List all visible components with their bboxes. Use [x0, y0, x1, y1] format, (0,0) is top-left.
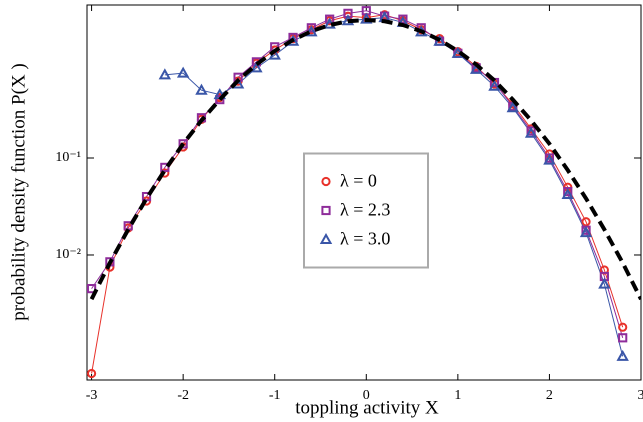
legend-label: λ = 2.3 [340, 200, 390, 220]
x-tick-label: 1 [454, 388, 461, 403]
point [579, 226, 593, 238]
y-axis-label: probability density function P(X ) [8, 63, 29, 321]
point [250, 61, 263, 73]
point [195, 83, 208, 95]
x-tick-label: 3 [638, 388, 643, 403]
point [319, 232, 333, 244]
point [141, 191, 152, 202]
x-tick-label: 0 [363, 388, 370, 403]
x-tick-label: 2 [546, 388, 553, 403]
point [160, 162, 170, 172]
point [543, 153, 556, 165]
point [305, 25, 318, 37]
point [215, 95, 225, 105]
point [598, 277, 611, 289]
legend-box [303, 152, 429, 269]
point [398, 14, 408, 24]
point [176, 66, 190, 78]
point [86, 368, 97, 379]
fit-line [89, 17, 641, 301]
point [321, 205, 331, 216]
point [581, 217, 591, 227]
point [506, 101, 520, 113]
point [561, 187, 574, 200]
point [618, 333, 628, 343]
point [306, 23, 316, 33]
y-tick-label: 10⁻¹ [55, 150, 81, 165]
point [158, 68, 172, 80]
point [321, 176, 331, 187]
x-tick-label: -1 [269, 388, 281, 403]
x-axis-label: toppling activity X [295, 397, 439, 418]
point [325, 14, 335, 24]
point [618, 322, 628, 332]
legend-label: λ = 3.0 [340, 229, 390, 249]
plot-frame [86, 4, 642, 381]
point [616, 349, 629, 361]
x-tick-label: -2 [177, 388, 189, 403]
point [524, 126, 538, 138]
x-tick-label: -3 [86, 388, 98, 403]
point [178, 139, 188, 149]
point [86, 284, 97, 294]
y-tick-label: 10⁻² [55, 247, 81, 262]
point [488, 79, 501, 91]
legend-label: λ = 0 [340, 171, 377, 191]
